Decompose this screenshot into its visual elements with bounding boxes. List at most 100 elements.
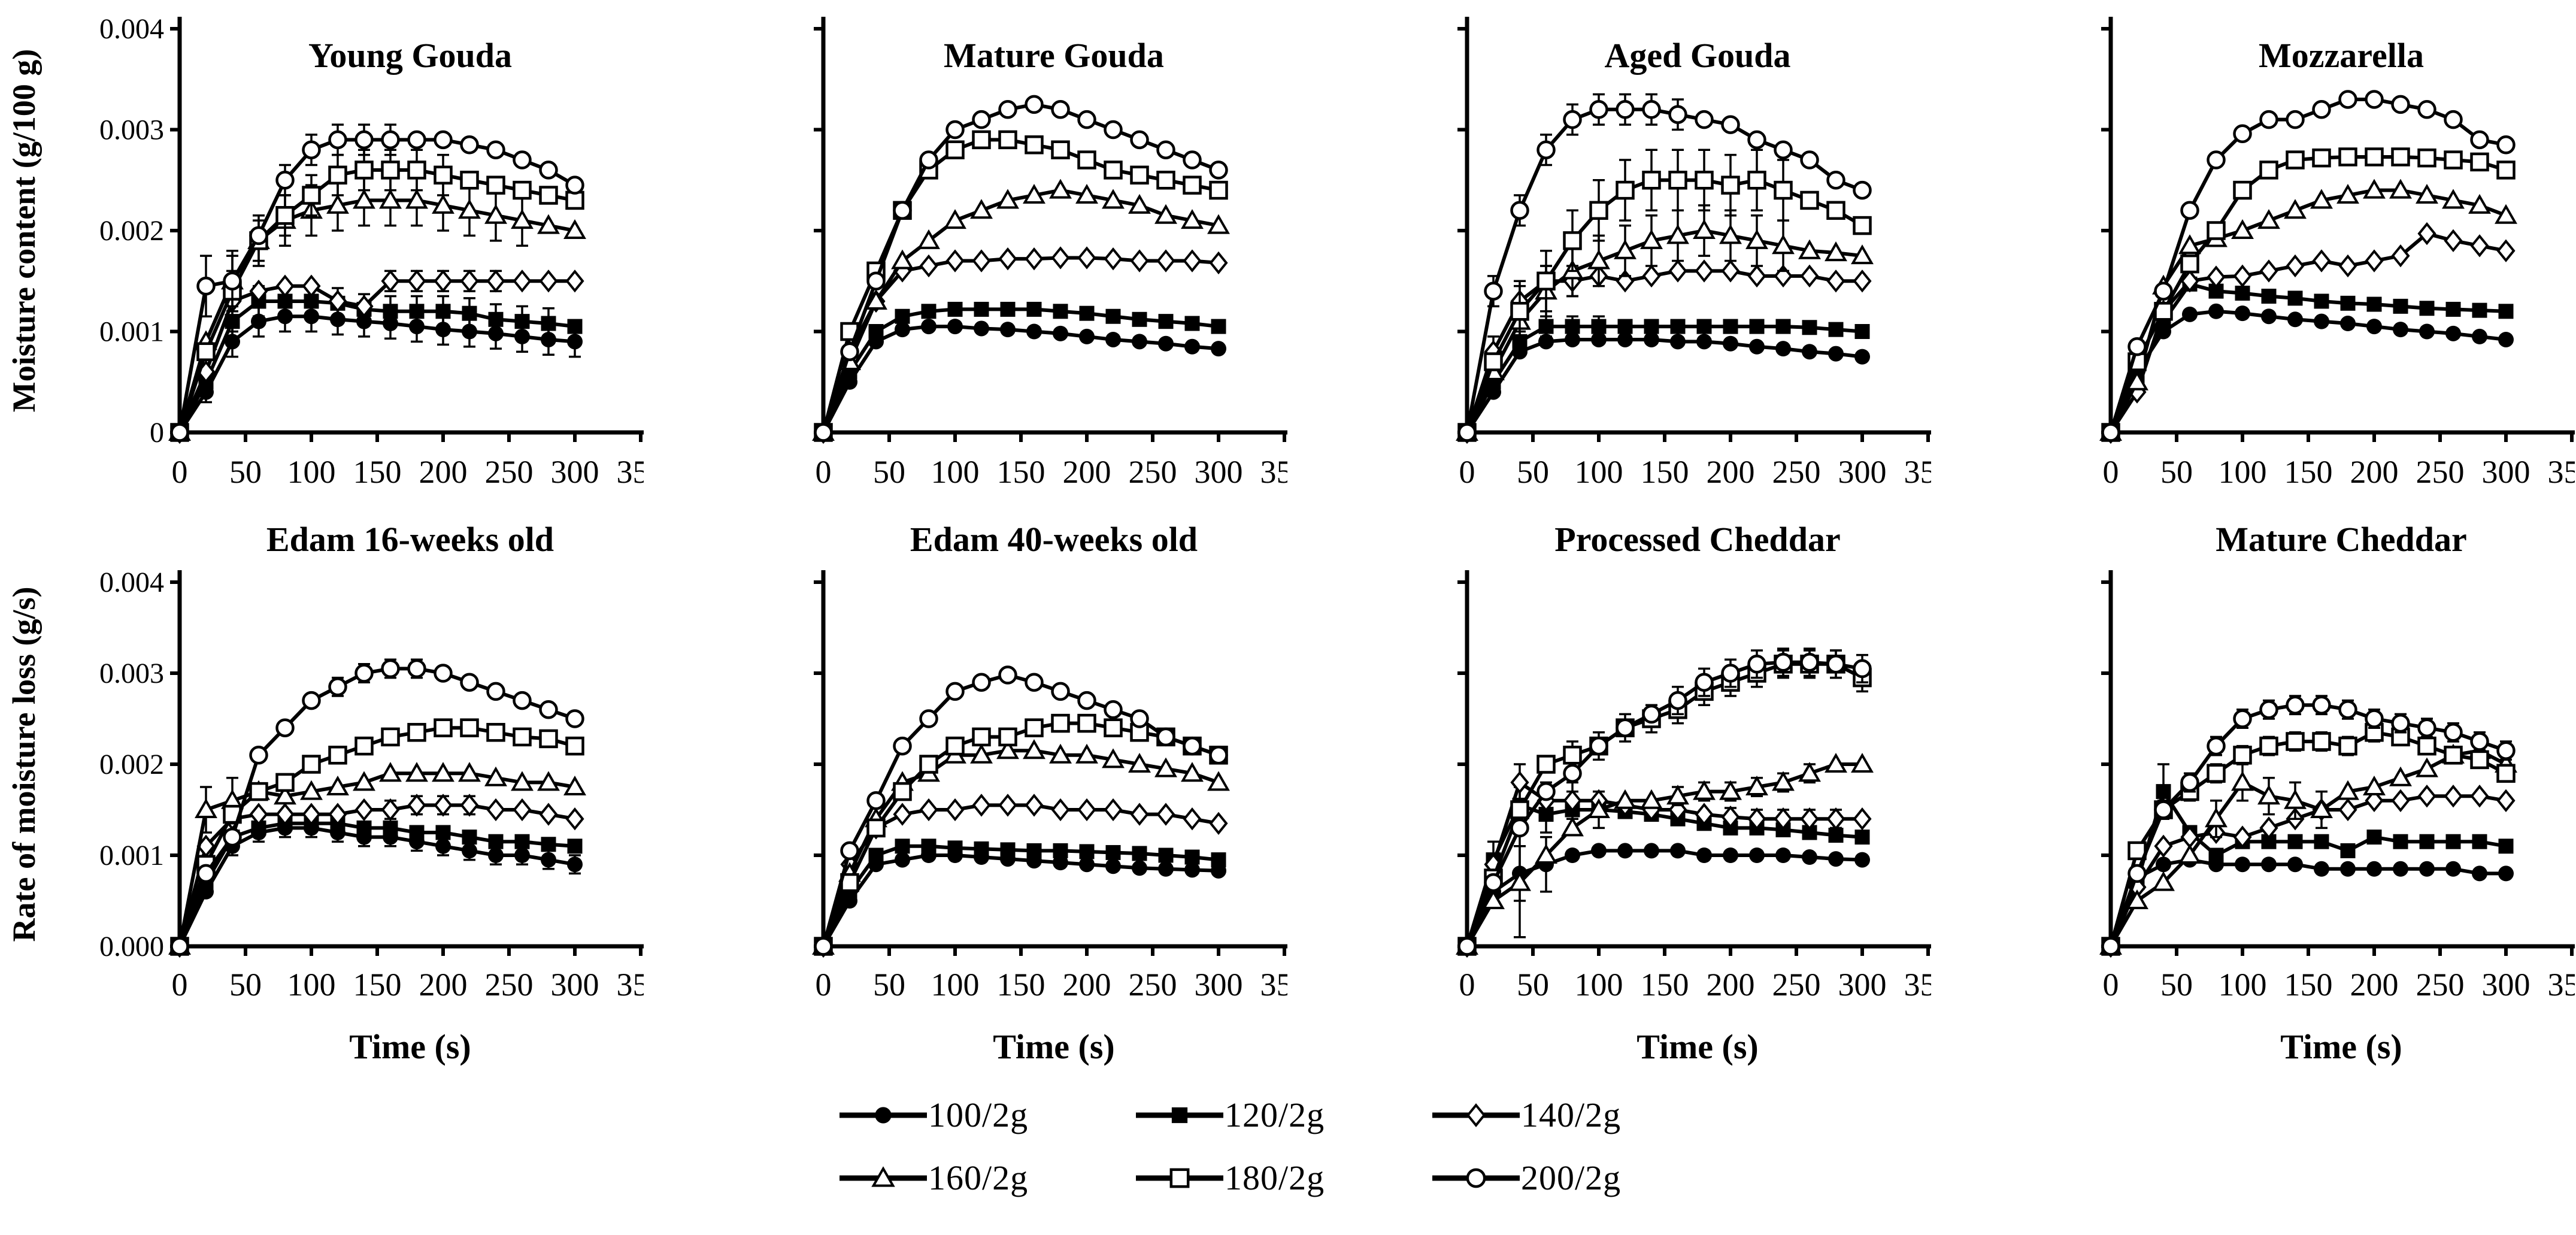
marker-open-diamond	[972, 249, 991, 273]
marker-open-diamond	[1077, 246, 1096, 270]
series-line	[1465, 660, 1863, 948]
marker-open-diamond	[460, 794, 479, 817]
marker-open-diamond	[1721, 259, 1740, 283]
marker-open-square	[486, 723, 505, 742]
marker-open-circle	[302, 691, 321, 710]
marker-filled-square	[1184, 316, 1200, 331]
marker-filled-circle	[1184, 338, 1200, 355]
marker-filled-square	[1591, 319, 1607, 334]
series-line	[2109, 309, 2507, 434]
marker-open-circle	[972, 110, 991, 129]
marker-open-circle	[2286, 695, 2305, 715]
marker-filled-circle	[1158, 861, 1174, 877]
marker-open-diamond	[486, 798, 505, 822]
x-tick-label: 200	[419, 967, 468, 1003]
series-line	[822, 325, 1219, 434]
marker-filled-circle	[1749, 847, 1765, 863]
marker-open-triangle	[1154, 757, 1177, 777]
x-tick-label: 100	[1575, 967, 1623, 1003]
marker-filled-circle	[1723, 847, 1738, 863]
marker-open-triangle	[1614, 239, 1636, 259]
axes: 0 50 100 150 200 250 300 350	[814, 17, 1287, 490]
x-tick-label: 150	[353, 454, 402, 490]
marker-open-circle	[354, 130, 374, 150]
marker-open-square	[919, 755, 938, 774]
x-tick-label: 350	[1904, 967, 1932, 1003]
marker-open-diamond	[328, 289, 347, 313]
marker-filled-square	[1053, 843, 1068, 858]
marker-open-square	[354, 736, 374, 756]
marker-filled-square	[488, 834, 504, 849]
marker-open-circle	[1510, 201, 1529, 220]
series-line	[822, 102, 1220, 433]
series-line	[1465, 762, 1862, 948]
marker-open-circle	[972, 673, 991, 692]
marker-open-circle	[1616, 718, 1635, 737]
marker-open-diamond	[2286, 254, 2305, 278]
marker-open-square	[1774, 180, 1793, 200]
marker-open-diamond	[1853, 807, 1872, 831]
marker-filled-circle	[1000, 322, 1016, 338]
marker-open-triangle	[1207, 214, 1230, 234]
marker-filled-circle	[1565, 847, 1580, 863]
marker-open-circle	[2286, 110, 2305, 129]
x-tick-label: 300	[551, 454, 599, 490]
marker-open-circle	[2128, 337, 2147, 356]
axes: 0 50 100 150 200 250 300 350	[1457, 570, 1931, 1003]
axes: 0 50 100 150 200 250 300 350	[814, 570, 1287, 1003]
marker-filled-circle	[2393, 322, 2408, 338]
series-line	[2109, 787, 2507, 948]
marker-open-square	[945, 140, 965, 159]
marker-filled-circle	[1696, 847, 1712, 863]
x-tick-label: 0	[172, 967, 188, 1003]
marker-open-triangle	[195, 798, 217, 818]
marker-filled-square	[462, 305, 477, 321]
marker-open-square	[275, 773, 295, 792]
x-tick-label: 250	[2416, 967, 2465, 1003]
marker-open-circle	[302, 140, 321, 159]
marker-filled-circle	[2235, 856, 2250, 873]
marker-open-circle	[1616, 100, 1635, 119]
marker-filled-square	[567, 319, 583, 334]
marker-open-triangle	[326, 193, 349, 214]
marker-open-square	[1695, 171, 1714, 190]
marker-filled-circle	[1053, 855, 1068, 871]
marker-open-diamond	[1695, 803, 1714, 826]
marker-open-triangle	[1181, 762, 1204, 782]
x-tick-label: 150	[1641, 454, 1689, 490]
series-line	[178, 138, 576, 433]
x-tick-label: 0	[816, 454, 832, 490]
marker-filled-square	[383, 304, 398, 319]
marker-filled-square	[356, 820, 372, 836]
marker-open-circle	[1642, 100, 1661, 119]
marker-open-circle	[170, 423, 189, 442]
marker-open-square	[354, 161, 374, 180]
marker-open-circle	[1826, 655, 1845, 674]
marker-filled-square	[2314, 834, 2329, 849]
marker-open-circle	[513, 691, 532, 710]
marker-filled-circle	[2314, 313, 2329, 329]
marker-open-square	[1510, 800, 1529, 819]
marker-open-diamond	[2391, 789, 2410, 812]
marker-open-diamond	[2417, 222, 2436, 246]
marker-open-triangle	[2389, 178, 2412, 199]
series-line	[822, 188, 1219, 434]
marker-open-square	[460, 718, 479, 737]
x-tick-label: 150	[997, 454, 1045, 490]
marker-open-square	[434, 165, 453, 185]
marker-open-square	[539, 186, 558, 205]
marker-open-diamond	[354, 798, 374, 822]
marker-open-diamond	[1826, 807, 1845, 831]
marker-filled-circle	[1775, 847, 1791, 863]
marker-open-circle	[1668, 691, 1687, 710]
marker-open-circle	[486, 682, 505, 701]
marker-open-square	[1668, 171, 1687, 190]
y-tick-label: 0.001	[99, 840, 164, 871]
panel-processed-cheddar: 0 50 100 150 200 250 300 350 Processed Cheddar Ti…	[1456, 520, 1931, 1066]
marker-open-diamond	[1051, 798, 1070, 822]
marker-open-square	[1025, 135, 1044, 155]
marker-filled-circle	[2182, 306, 2198, 322]
marker-open-diamond	[2259, 259, 2278, 283]
x-tick-label: 150	[2284, 967, 2333, 1003]
marker-open-circle	[2180, 201, 2199, 220]
